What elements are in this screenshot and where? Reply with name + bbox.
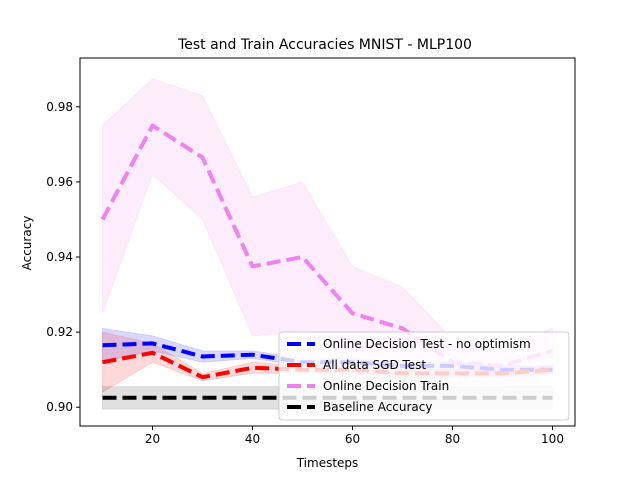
y-tick-label: 0.98 — [46, 100, 73, 114]
legend: Online Decision Test - no optimism All da… — [278, 331, 570, 421]
legend-label-1: Online Decision Test - no optimism — [323, 337, 531, 351]
y-axis-label: Accuracy — [20, 216, 34, 271]
x-axis-label: Timesteps — [296, 456, 359, 470]
x-tick-label: 20 — [145, 432, 160, 446]
y-tick-label: 0.94 — [46, 250, 73, 264]
axes: 20 40 60 80 100 0.90 0.92 0.94 0.96 0.98 — [46, 57, 576, 446]
x-tick-label: 100 — [541, 432, 564, 446]
y-tick-label: 0.96 — [46, 175, 73, 189]
legend-label-3: Online Decision Train — [323, 379, 449, 393]
y-tick-label: 0.92 — [46, 325, 73, 339]
legend-label-4: Baseline Accuracy — [323, 400, 432, 414]
y-tick-label: 0.90 — [46, 400, 73, 414]
x-tick-label: 80 — [445, 432, 460, 446]
chart-title: Test and Train Accuracies MNIST - MLP100 — [177, 37, 472, 53]
x-tick-label: 40 — [245, 432, 260, 446]
legend-label-2: All data SGD Test — [323, 358, 426, 372]
legend-box — [278, 331, 570, 421]
axes-frame — [79, 57, 576, 427]
x-tick-label: 60 — [345, 432, 360, 446]
